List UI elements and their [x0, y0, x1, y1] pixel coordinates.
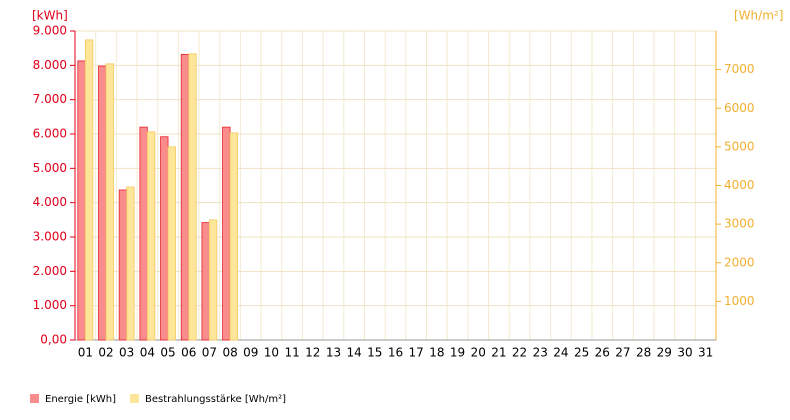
x-tick-label: 30: [677, 346, 692, 360]
x-tick-label: 17: [409, 346, 424, 360]
y-tick-label: 5.000: [33, 161, 67, 175]
y2-tick-label: 4000: [724, 178, 755, 192]
legend-swatch: [130, 394, 139, 403]
y2-tick-label: 1000: [724, 294, 755, 308]
y2-axis-title: [Wh/m²]: [734, 9, 783, 23]
x-tick-label: 19: [450, 346, 465, 360]
x-tick-label: 06: [181, 346, 196, 360]
x-tick-label: 23: [533, 346, 548, 360]
x-tick-label: 16: [388, 346, 403, 360]
y-tick-label: 7.000: [33, 92, 67, 106]
bar: [167, 146, 176, 341]
bar: [98, 65, 107, 341]
bar: [118, 189, 128, 341]
bar: [180, 53, 190, 341]
x-tick-label: 20: [471, 346, 486, 360]
x-tick-label: 26: [595, 346, 610, 360]
y-tick-label: 9.000: [33, 24, 67, 38]
y2-tick-label: 7000: [724, 62, 755, 76]
x-tick-label: 21: [491, 346, 506, 360]
y2-tick-label: 2000: [724, 255, 755, 269]
x-tick-label: 02: [98, 346, 113, 360]
bar: [209, 219, 218, 341]
bar: [77, 60, 86, 341]
x-tick-label: 18: [429, 346, 444, 360]
bar: [146, 131, 156, 341]
y-tick-label: 1.000: [33, 298, 67, 312]
x-tick-label: 11: [284, 346, 299, 360]
legend-label: Bestrahlungsstärke [Wh/m²]: [145, 394, 286, 405]
x-tick-label: 24: [553, 346, 568, 360]
x-tick-label: 05: [160, 346, 175, 360]
bar: [126, 186, 135, 341]
bar: [160, 136, 169, 341]
x-tick-label: 07: [202, 346, 217, 360]
y2-tick-label: 6000: [724, 101, 755, 115]
x-tick-label: 28: [636, 346, 651, 360]
y-tick-label: 2.000: [33, 264, 67, 278]
bar: [188, 53, 197, 341]
x-tick-label: 03: [119, 346, 134, 360]
x-tick-label: 22: [512, 346, 527, 360]
y-tick-label: 8.000: [33, 58, 67, 72]
y-tick-label: 0,00: [40, 333, 67, 347]
y2-tick-label: 3000: [724, 217, 755, 231]
x-tick-label: 09: [243, 346, 258, 360]
y-tick-label: 4.000: [33, 195, 67, 209]
bar: [229, 132, 238, 341]
bar: [105, 63, 114, 341]
x-tick-label: 31: [698, 346, 713, 360]
bar: [222, 126, 231, 341]
y-tick-label: 3.000: [33, 230, 67, 244]
x-tick-label: 29: [657, 346, 672, 360]
bar: [139, 126, 148, 341]
x-tick-label: 10: [264, 346, 279, 360]
x-tick-label: 13: [326, 346, 341, 360]
y-tick-label: 6.000: [33, 127, 67, 141]
bar: [201, 222, 210, 341]
x-tick-label: 01: [78, 346, 93, 360]
legend-label: Energie [kWh]: [45, 394, 116, 405]
x-tick-label: 15: [367, 346, 382, 360]
x-tick-label: 25: [574, 346, 589, 360]
y-axis-title: [kWh]: [32, 9, 68, 23]
y2-tick-label: 5000: [724, 139, 755, 153]
x-tick-label: 14: [347, 346, 362, 360]
x-tick-label: 08: [222, 346, 237, 360]
x-tick-label: 12: [305, 346, 320, 360]
bar: [84, 39, 94, 341]
x-tick-label: 04: [140, 346, 155, 360]
x-tick-label: 27: [615, 346, 630, 360]
legend-swatch: [30, 394, 39, 403]
